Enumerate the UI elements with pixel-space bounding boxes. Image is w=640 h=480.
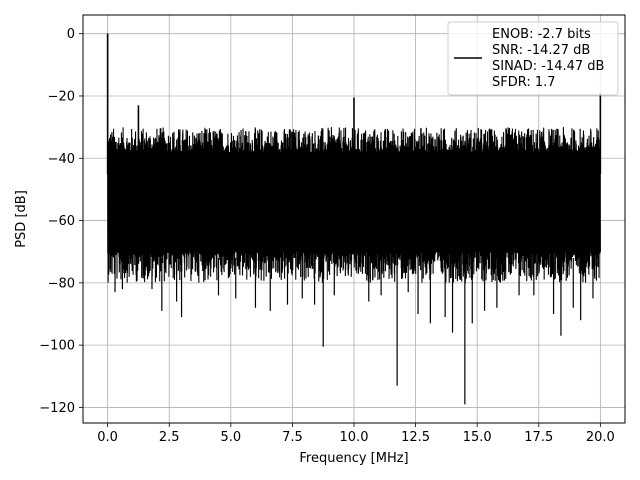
- legend-line-snr: SNR: -14.27 dB: [492, 43, 590, 58]
- psd-noise-trace: [107, 127, 601, 283]
- y-tick-label: −80: [48, 276, 75, 291]
- x-axis-label: Frequency [MHz]: [299, 451, 408, 466]
- x-tick-label: 20.0: [586, 430, 615, 445]
- x-tick-label: 2.5: [159, 430, 180, 445]
- legend-box: [447, 21, 619, 96]
- x-tick-label: 12.5: [401, 430, 430, 445]
- y-tick-label: −40: [48, 152, 75, 167]
- y-tick-label: −60: [48, 214, 75, 229]
- y-tick-label: 0: [67, 27, 75, 42]
- x-tick-label: 10.0: [340, 430, 369, 445]
- y-axis-label: PSD [dB]: [14, 190, 29, 248]
- x-tick-label: 15.0: [463, 430, 492, 445]
- y-tick-label: −120: [39, 401, 75, 416]
- y-axis: 0 −20 −40 −60 −80 −100 −120: [39, 27, 83, 416]
- y-tick-label: −20: [48, 89, 75, 104]
- legend-line-sinad: SINAD: -14.47 dB: [492, 59, 604, 74]
- x-tick-label: 7.5: [282, 430, 303, 445]
- x-tick-label: 0.0: [97, 430, 118, 445]
- legend: ENOB: -2.7 bits SNR: -14.27 dB SINAD: -1…: [447, 21, 619, 96]
- legend-line-sfdr: SFDR: 1.7: [492, 75, 556, 90]
- x-axis: 0.0 2.5 5.0 7.5 10.0 12.5 15.0 17.5 20.0: [97, 423, 615, 445]
- x-tick-label: 17.5: [524, 430, 553, 445]
- x-tick-label: 5.0: [220, 430, 241, 445]
- y-tick-label: −100: [39, 339, 75, 354]
- series-psd: [106, 33, 602, 405]
- legend-line-enob: ENOB: -2.7 bits: [492, 27, 591, 42]
